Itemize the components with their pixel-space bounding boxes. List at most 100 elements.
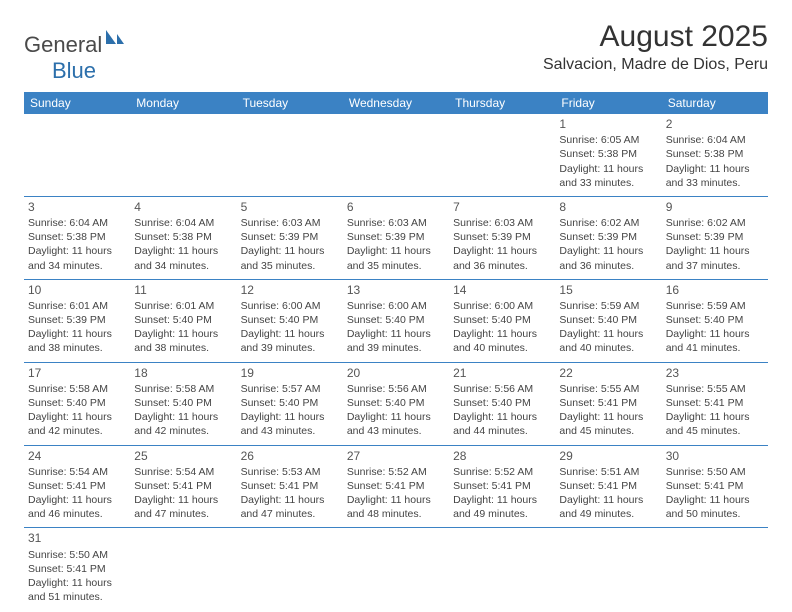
day-header: Friday [555, 92, 661, 114]
calendar-day: 29Sunrise: 5:51 AMSunset: 5:41 PMDayligh… [555, 445, 661, 528]
day-number: 13 [347, 282, 445, 298]
daylight-line: Daylight: 11 hours and 44 minutes. [453, 410, 551, 438]
calendar-day: 25Sunrise: 5:54 AMSunset: 5:41 PMDayligh… [130, 445, 236, 528]
calendar-day: 3Sunrise: 6:04 AMSunset: 5:38 PMDaylight… [24, 196, 130, 279]
calendar-empty [449, 114, 555, 196]
sunset-line: Sunset: 5:41 PM [453, 479, 551, 493]
daylight-line: Daylight: 11 hours and 45 minutes. [559, 410, 657, 438]
sunset-line: Sunset: 5:39 PM [453, 230, 551, 244]
sail-icon [104, 28, 126, 51]
sunset-line: Sunset: 5:38 PM [134, 230, 232, 244]
daylight-line: Daylight: 11 hours and 42 minutes. [28, 410, 126, 438]
daylight-line: Daylight: 11 hours and 43 minutes. [241, 410, 339, 438]
sunset-line: Sunset: 5:39 PM [559, 230, 657, 244]
daylight-line: Daylight: 11 hours and 48 minutes. [347, 493, 445, 521]
sunrise-line: Sunrise: 5:52 AM [347, 465, 445, 479]
day-number: 23 [666, 365, 764, 381]
sunset-line: Sunset: 5:39 PM [347, 230, 445, 244]
sunrise-line: Sunrise: 5:56 AM [453, 382, 551, 396]
sunrise-line: Sunrise: 5:57 AM [241, 382, 339, 396]
location: Salvacion, Madre de Dios, Peru [543, 56, 768, 74]
calendar-body: 1Sunrise: 6:05 AMSunset: 5:38 PMDaylight… [24, 114, 768, 610]
daylight-line: Daylight: 11 hours and 46 minutes. [28, 493, 126, 521]
calendar-week: 24Sunrise: 5:54 AMSunset: 5:41 PMDayligh… [24, 445, 768, 528]
day-number: 19 [241, 365, 339, 381]
day-number: 26 [241, 448, 339, 464]
sunrise-line: Sunrise: 6:04 AM [28, 216, 126, 230]
daylight-line: Daylight: 11 hours and 39 minutes. [347, 327, 445, 355]
calendar-empty [555, 528, 661, 610]
day-number: 22 [559, 365, 657, 381]
calendar-day: 31Sunrise: 5:50 AMSunset: 5:41 PMDayligh… [24, 528, 130, 610]
calendar-empty [449, 528, 555, 610]
sunset-line: Sunset: 5:41 PM [347, 479, 445, 493]
sunset-line: Sunset: 5:41 PM [559, 479, 657, 493]
logo-text-general: General [24, 32, 102, 58]
calendar-day: 13Sunrise: 6:00 AMSunset: 5:40 PMDayligh… [343, 279, 449, 362]
sunset-line: Sunset: 5:40 PM [241, 313, 339, 327]
sunset-line: Sunset: 5:41 PM [28, 479, 126, 493]
sunset-line: Sunset: 5:41 PM [28, 562, 126, 576]
sunset-line: Sunset: 5:41 PM [241, 479, 339, 493]
daylight-line: Daylight: 11 hours and 49 minutes. [559, 493, 657, 521]
sunset-line: Sunset: 5:40 PM [241, 396, 339, 410]
daylight-line: Daylight: 11 hours and 36 minutes. [453, 244, 551, 272]
daylight-line: Daylight: 11 hours and 40 minutes. [453, 327, 551, 355]
daylight-line: Daylight: 11 hours and 34 minutes. [28, 244, 126, 272]
sunrise-line: Sunrise: 6:02 AM [559, 216, 657, 230]
sunset-line: Sunset: 5:38 PM [666, 147, 764, 161]
calendar-day: 10Sunrise: 6:01 AMSunset: 5:39 PMDayligh… [24, 279, 130, 362]
month-title: August 2025 [543, 20, 768, 54]
day-number: 11 [134, 282, 232, 298]
logo-text-blue: Blue [52, 58, 96, 83]
logo: General [24, 28, 126, 61]
day-number: 14 [453, 282, 551, 298]
day-number: 9 [666, 199, 764, 215]
daylight-line: Daylight: 11 hours and 42 minutes. [134, 410, 232, 438]
calendar-day: 20Sunrise: 5:56 AMSunset: 5:40 PMDayligh… [343, 362, 449, 445]
day-number: 3 [28, 199, 126, 215]
sunrise-line: Sunrise: 5:50 AM [28, 548, 126, 562]
day-header: Sunday [24, 92, 130, 114]
title-block: August 2025 Salvacion, Madre de Dios, Pe… [543, 20, 768, 74]
sunset-line: Sunset: 5:41 PM [666, 396, 764, 410]
calendar-day: 23Sunrise: 5:55 AMSunset: 5:41 PMDayligh… [662, 362, 768, 445]
day-number: 27 [347, 448, 445, 464]
calendar-day: 21Sunrise: 5:56 AMSunset: 5:40 PMDayligh… [449, 362, 555, 445]
sunset-line: Sunset: 5:39 PM [241, 230, 339, 244]
calendar-day: 11Sunrise: 6:01 AMSunset: 5:40 PMDayligh… [130, 279, 236, 362]
day-header: Monday [130, 92, 236, 114]
calendar-day: 12Sunrise: 6:00 AMSunset: 5:40 PMDayligh… [237, 279, 343, 362]
daylight-line: Daylight: 11 hours and 35 minutes. [347, 244, 445, 272]
daylight-line: Daylight: 11 hours and 36 minutes. [559, 244, 657, 272]
calendar-empty [237, 114, 343, 196]
sunset-line: Sunset: 5:40 PM [347, 313, 445, 327]
sunset-line: Sunset: 5:40 PM [134, 396, 232, 410]
calendar-day: 5Sunrise: 6:03 AMSunset: 5:39 PMDaylight… [237, 196, 343, 279]
daylight-line: Daylight: 11 hours and 47 minutes. [134, 493, 232, 521]
sunrise-line: Sunrise: 6:00 AM [453, 299, 551, 313]
sunrise-line: Sunrise: 5:59 AM [666, 299, 764, 313]
sunrise-line: Sunrise: 5:58 AM [134, 382, 232, 396]
day-number: 12 [241, 282, 339, 298]
sunrise-line: Sunrise: 5:59 AM [559, 299, 657, 313]
day-number: 21 [453, 365, 551, 381]
daylight-line: Daylight: 11 hours and 37 minutes. [666, 244, 764, 272]
calendar-week: 1Sunrise: 6:05 AMSunset: 5:38 PMDaylight… [24, 114, 768, 196]
sunrise-line: Sunrise: 5:50 AM [666, 465, 764, 479]
day-number: 30 [666, 448, 764, 464]
calendar-day: 9Sunrise: 6:02 AMSunset: 5:39 PMDaylight… [662, 196, 768, 279]
sunrise-line: Sunrise: 5:52 AM [453, 465, 551, 479]
sunrise-line: Sunrise: 6:00 AM [241, 299, 339, 313]
daylight-line: Daylight: 11 hours and 33 minutes. [559, 162, 657, 190]
day-number: 1 [559, 116, 657, 132]
sunset-line: Sunset: 5:40 PM [453, 313, 551, 327]
day-number: 29 [559, 448, 657, 464]
sunrise-line: Sunrise: 6:04 AM [666, 133, 764, 147]
sunrise-line: Sunrise: 6:00 AM [347, 299, 445, 313]
calendar-day: 27Sunrise: 5:52 AMSunset: 5:41 PMDayligh… [343, 445, 449, 528]
sunset-line: Sunset: 5:41 PM [134, 479, 232, 493]
sunset-line: Sunset: 5:40 PM [347, 396, 445, 410]
sunset-line: Sunset: 5:40 PM [559, 313, 657, 327]
sunrise-line: Sunrise: 5:54 AM [134, 465, 232, 479]
